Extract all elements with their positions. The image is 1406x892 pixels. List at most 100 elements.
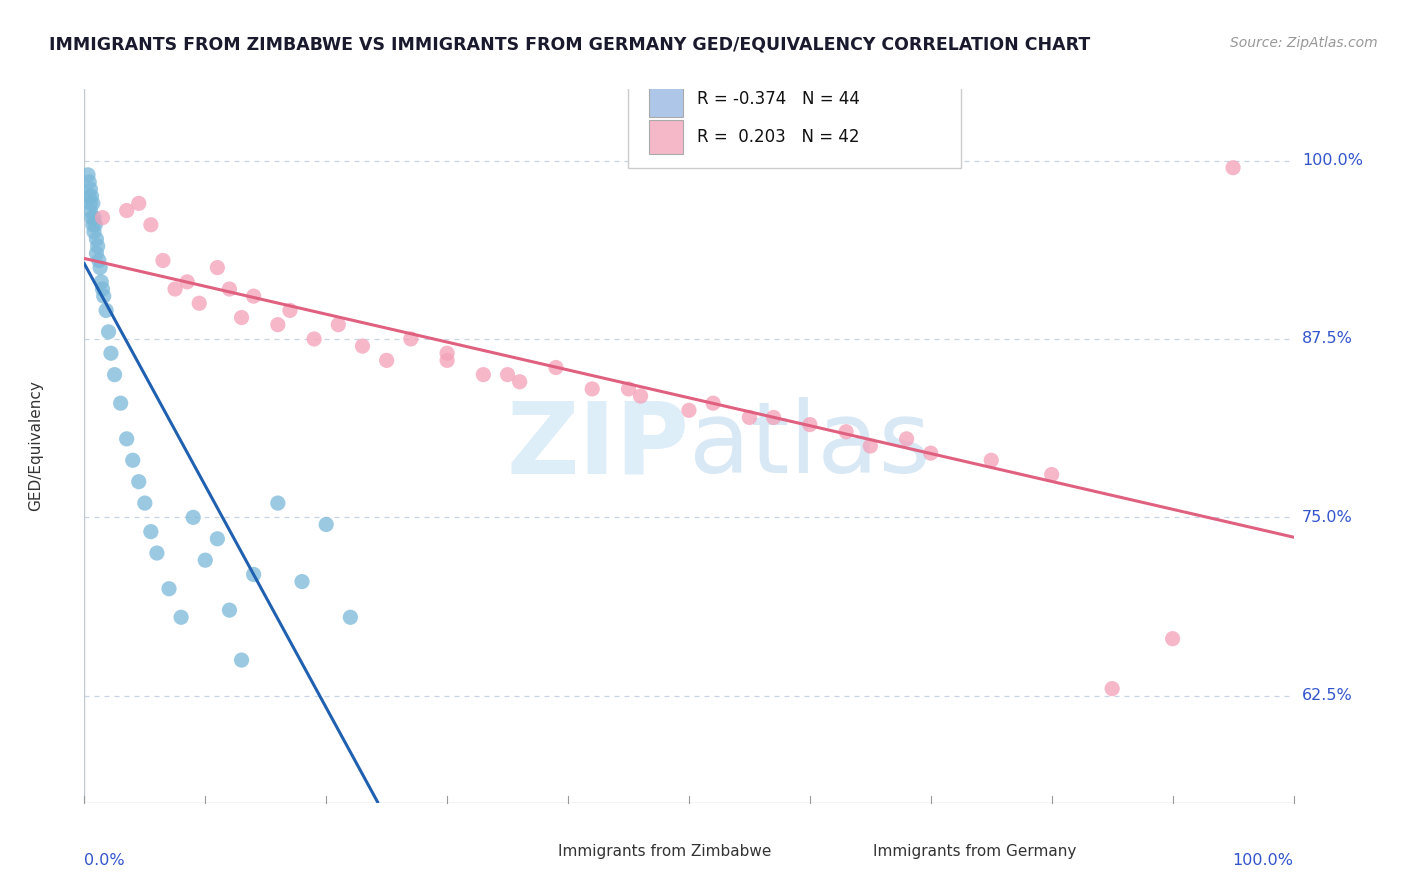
Text: 62.5%: 62.5% (1302, 689, 1353, 703)
Bar (650, 120, 683, 154)
Point (87, 253, 110, 268)
Point (134, 496, 156, 510)
Point (146, 546, 169, 560)
Point (799, 417, 821, 432)
Text: Immigrants from Zimbabwe: Immigrants from Zimbabwe (558, 844, 772, 859)
Point (1040, 467, 1063, 482)
Point (94, 303, 117, 318)
Point (218, 282, 240, 296)
Point (339, 610, 361, 624)
Point (544, 360, 567, 375)
Point (188, 296, 211, 310)
Point (90, 275, 112, 289)
Point (242, 567, 264, 582)
Point (83, 211, 105, 225)
Text: 87.5%: 87.5% (1302, 332, 1353, 346)
Text: 100.0%: 100.0% (1233, 853, 1294, 868)
Point (315, 517, 337, 532)
Point (110, 396, 132, 410)
Point (218, 603, 240, 617)
Point (581, 382, 603, 396)
Point (181, 510, 204, 524)
Point (93, 289, 115, 303)
Point (859, 439, 882, 453)
Point (278, 303, 301, 318)
Point (194, 553, 217, 567)
Point (82, 218, 104, 232)
Point (176, 275, 198, 289)
Text: ZIP: ZIP (506, 398, 689, 494)
Point (157, 582, 180, 596)
Text: 0.0%: 0.0% (84, 853, 125, 868)
Point (896, 432, 918, 446)
Point (436, 346, 458, 360)
Point (77, 189, 100, 203)
Point (79, 196, 101, 211)
Point (702, 396, 724, 410)
Point (267, 496, 290, 510)
Point (1101, 681, 1123, 696)
Point (291, 574, 314, 589)
Text: atlas: atlas (689, 398, 931, 494)
Point (352, 339, 374, 353)
Point (399, 332, 422, 346)
Text: R = -0.374   N = 44: R = -0.374 N = 44 (697, 90, 860, 109)
Point (920, 446, 942, 460)
Point (83, 225, 105, 239)
Point (436, 353, 458, 368)
Point (267, 318, 290, 332)
Point (91, 282, 114, 296)
FancyBboxPatch shape (628, 78, 962, 168)
Point (115, 432, 138, 446)
Point (91, 211, 114, 225)
Point (165, 282, 187, 296)
Text: GED/Equivalency: GED/Equivalency (28, 381, 44, 511)
Point (82, 196, 104, 211)
Point (100, 346, 122, 360)
Point (980, 453, 1002, 467)
Point (77, 168, 100, 182)
Point (86, 232, 108, 246)
Text: 75.0%: 75.0% (1302, 510, 1353, 524)
Point (630, 389, 652, 403)
Point (97, 325, 120, 339)
Point (104, 368, 127, 382)
Point (678, 403, 700, 417)
Text: 100.0%: 100.0% (1302, 153, 1362, 168)
Text: Immigrants from Germany: Immigrants from Germany (873, 844, 1076, 859)
Point (84, 218, 107, 232)
Text: Source: ZipAtlas.com: Source: ZipAtlas.com (1230, 36, 1378, 50)
Point (128, 475, 150, 489)
Point (762, 410, 785, 425)
Point (738, 410, 761, 425)
Bar (650, 82, 683, 117)
Point (207, 532, 229, 546)
Point (80, 189, 103, 203)
Point (170, 610, 193, 624)
Point (328, 318, 350, 332)
Point (617, 382, 640, 396)
Point (79, 203, 101, 218)
Point (128, 196, 150, 211)
Point (115, 203, 138, 218)
Point (77, 175, 100, 189)
Text: R =  0.203   N = 42: R = 0.203 N = 42 (697, 128, 860, 146)
Point (472, 368, 495, 382)
Point (509, 375, 531, 389)
Point (231, 310, 253, 325)
Point (302, 332, 325, 346)
Point (375, 353, 398, 368)
Point (231, 653, 253, 667)
Bar (834, 842, 860, 863)
Point (139, 218, 162, 232)
Point (1222, 161, 1244, 175)
Point (121, 453, 143, 467)
Point (152, 253, 174, 268)
Point (79, 182, 101, 196)
Point (86, 246, 108, 260)
Point (835, 425, 858, 439)
Point (207, 260, 229, 275)
Text: IMMIGRANTS FROM ZIMBABWE VS IMMIGRANTS FROM GERMANY GED/EQUIVALENCY CORRELATION : IMMIGRANTS FROM ZIMBABWE VS IMMIGRANTS F… (49, 36, 1091, 54)
Bar (520, 842, 547, 863)
Point (139, 524, 162, 539)
